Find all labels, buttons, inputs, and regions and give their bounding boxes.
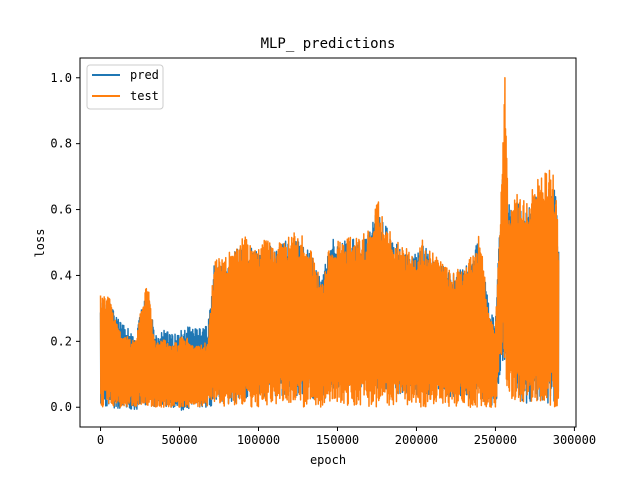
x-tick-label: 300000 — [553, 433, 596, 447]
y-tick-label: 0.6 — [50, 203, 72, 217]
series-line-test — [99, 77, 560, 408]
x-tick-label: 0 — [97, 433, 104, 447]
x-tick-label: 200000 — [395, 433, 438, 447]
x-tick-label: 250000 — [474, 433, 517, 447]
y-axis-label: loss — [33, 229, 47, 258]
x-tick-label: 150000 — [316, 433, 359, 447]
series-layer — [99, 77, 560, 411]
y-tick-label: 0.0 — [50, 400, 72, 414]
y-tick-label: 1.0 — [50, 71, 72, 85]
y-tick-label: 0.8 — [50, 137, 72, 151]
chart-title: MLP_ predictions — [261, 36, 396, 52]
y-tick-label: 0.2 — [50, 334, 72, 348]
x-axis: 0 50000 100000 150000 200000 250000 300000 — [97, 427, 596, 447]
y-tick-label: 0.4 — [50, 268, 72, 282]
legend-label-test: test — [130, 89, 159, 103]
y-axis: 0.0 0.2 0.4 0.6 0.8 1.0 — [50, 71, 80, 414]
x-tick-label: 100000 — [237, 433, 280, 447]
legend: pred test — [86, 64, 164, 110]
x-axis-label: epoch — [310, 453, 346, 467]
plot-frame — [79, 57, 577, 428]
x-tick-label: 50000 — [161, 433, 197, 447]
legend-label-pred: pred — [130, 68, 159, 82]
